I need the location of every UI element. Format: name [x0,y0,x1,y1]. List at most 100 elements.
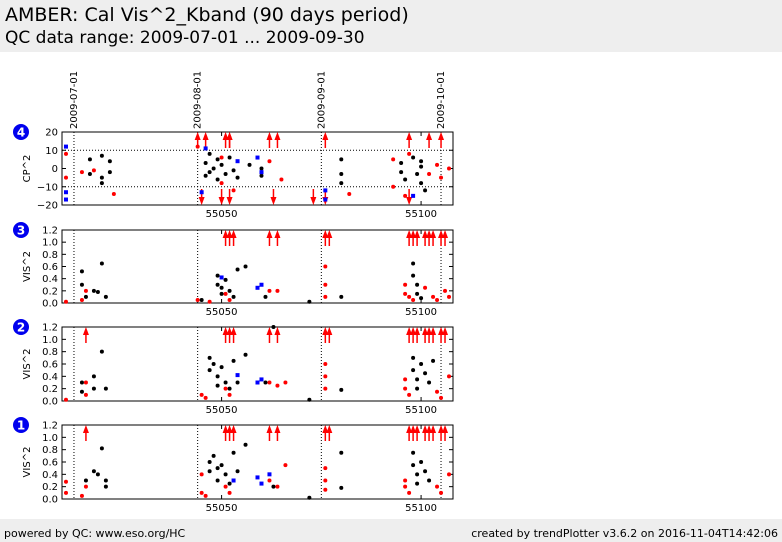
data-point [235,267,240,272]
down-arrow-head [310,197,317,205]
flagged-point [323,197,328,202]
up-arrow-head [230,230,237,238]
data-point [231,450,236,455]
data-point [107,170,112,175]
outlier-point [447,294,452,299]
outlier-point [407,151,412,156]
outlier-point [323,386,328,391]
outlier-point [275,484,280,489]
down-arrow-head [198,197,205,205]
data-point [227,481,232,486]
data-point [243,352,248,357]
up-arrow-head [430,230,437,238]
outlier-point [267,380,272,385]
data-point [235,380,240,385]
footer-bar: powered by QC: www.eso.org/HC created by… [0,519,782,542]
up-arrow-head [430,425,437,433]
data-point [231,358,236,363]
data-point [203,173,208,178]
outlier-point [403,377,408,382]
x-tick-label: 55050 [206,503,238,514]
outlier-point [227,392,232,397]
up-arrow-head [194,132,201,140]
data-point [231,168,236,173]
data-point [403,177,408,182]
panel-4: 20 10 0 −10 −20 55050 55100 CP^2 4 [13,124,454,220]
data-point [263,380,268,385]
up-arrow-head [406,132,413,140]
data-point [227,155,232,160]
data-point [415,282,420,287]
data-point [207,368,212,373]
up-arrow-head [266,425,273,433]
flagged-point [255,475,260,480]
y-axis-label: VIS^2 [22,447,33,478]
data-point [339,450,344,455]
up-arrow-head [82,327,89,335]
data-point [423,188,428,193]
flagged-point [219,275,224,280]
y-tick-label: 0.4 [42,372,58,383]
x-tick-label: 55100 [405,405,437,416]
data-point [235,469,240,474]
outlier-point [83,392,88,397]
y-tick-label: 0.4 [42,274,58,285]
data-point [411,273,416,278]
outlier-point [435,162,440,167]
data-point [339,485,344,490]
data-point [103,484,108,489]
data-point [427,478,432,483]
data-point [227,288,232,293]
outlier-point [283,463,288,468]
outlier-point [219,181,224,186]
outlier-point [431,294,436,299]
x-tick-label: 55100 [405,503,437,514]
data-point [307,299,312,304]
data-point [215,273,220,278]
up-arrow-head [426,425,433,433]
up-arrow-head [442,425,449,433]
y-tick-label: 20 [45,128,58,139]
outlier-point [439,395,444,400]
y-tick-label: 0.0 [42,397,58,408]
flagged-point [235,159,240,164]
footer-credit: powered by QC: www.eso.org/HC [4,527,186,540]
up-arrow-head [274,230,281,238]
outlier-point [275,383,280,388]
outlier-point [323,264,328,269]
outlier-point [423,285,428,290]
header-bar: AMBER: Cal Vis^2_Kband (90 days period) … [0,0,782,52]
data-point [215,157,220,162]
outlier-point [199,472,204,477]
outlier-point [403,484,408,489]
data-point [95,290,100,295]
outlier-point [207,299,212,304]
y-tick-label: 1.0 [42,433,58,444]
y-tick-label: 0.8 [42,445,58,456]
up-arrow-head [202,132,209,140]
date-marker-label: 2009-07-01 [69,71,80,129]
outlier-point [443,288,448,293]
outlier-point [63,299,68,304]
flagged-point [235,373,240,378]
data-point [99,349,104,354]
up-arrow-head [414,230,421,238]
data-point [419,164,424,169]
data-point [99,446,104,451]
y-tick-label: 0.2 [42,384,58,395]
up-arrow-head [322,132,329,140]
data-point [411,368,416,373]
y-tick-label: 10 [45,146,58,157]
y-tick-label: 0 [52,164,58,175]
flagged-point [63,190,68,195]
panel-2: 1.21.00.8 0.60.40.2 0.0 55050 55100 VIS^2 2 [13,319,454,416]
up-arrow-head [326,425,333,433]
page-title: AMBER: Cal Vis^2_Kband (90 days period) [5,4,409,26]
outlier-point [227,297,232,302]
data-point [219,291,224,296]
outlier-point [267,159,272,164]
data-point [103,294,108,299]
data-point [83,478,88,483]
y-axis-label: CP^2 [22,155,33,183]
